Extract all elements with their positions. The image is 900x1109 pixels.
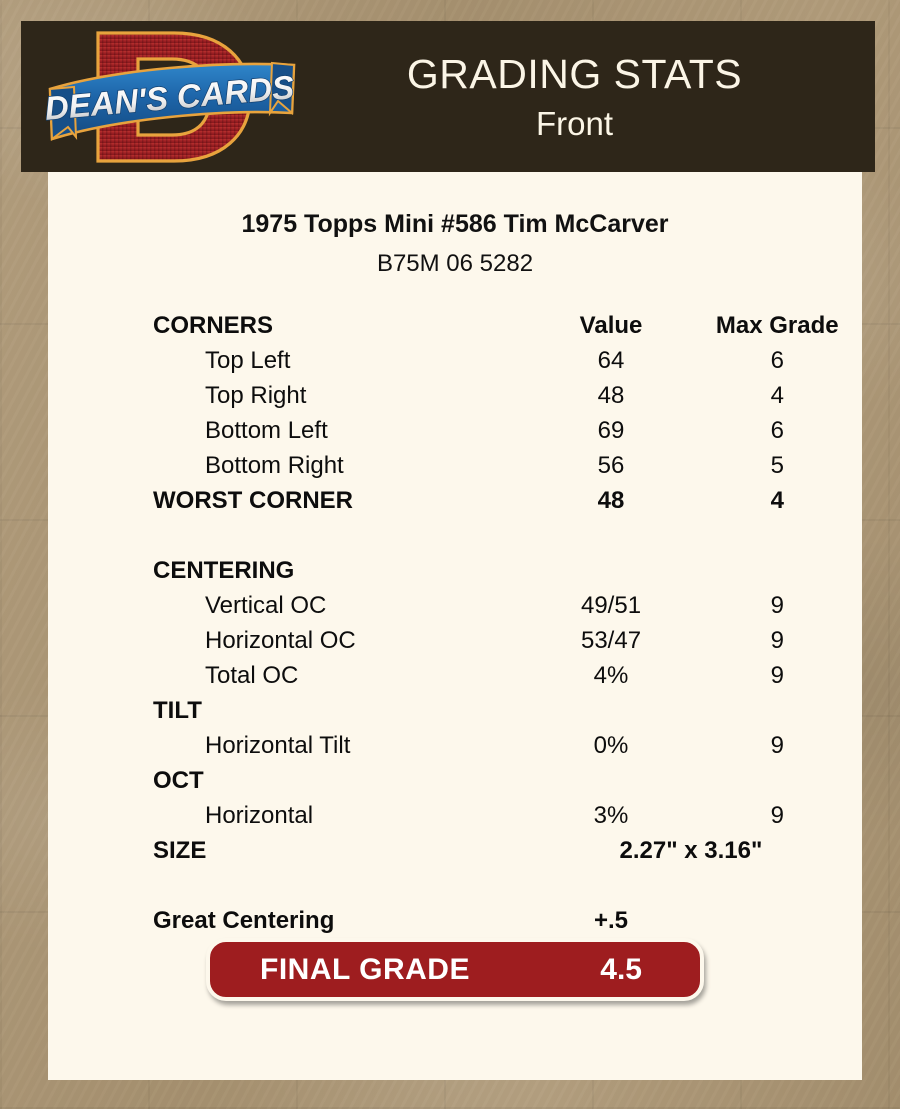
- header-bar: DEAN'S CARDS GRADING STATS Front: [21, 21, 875, 172]
- row-value-bottom-right: 56: [597, 451, 625, 479]
- row-grade-bottom-left: 6: [770, 416, 784, 444]
- report-panel: 1975 Topps Mini #586 Tim McCarver B75M 0…: [48, 172, 862, 1080]
- section-heading-centering: CENTERING: [153, 556, 295, 584]
- final-grade-value: 4.5: [600, 952, 642, 986]
- page-subtitle: Front: [535, 104, 614, 142]
- spacer-cell: [693, 553, 862, 588]
- row-label-total-oc: Total OC: [205, 661, 299, 689]
- table-row-bonus: Great Centering +.5: [48, 903, 862, 938]
- table-row-centering-header: CENTERING: [48, 553, 862, 588]
- table-row: Horizontal OC 53/47 9: [48, 623, 862, 658]
- row-grade-top-right: 4: [770, 381, 784, 409]
- row-value-horizontal-oc: 53/47: [580, 626, 642, 654]
- final-grade-label: FINAL GRADE: [260, 952, 470, 986]
- final-grade-container: FINAL GRADE 4.5: [48, 938, 862, 1001]
- row-grade-worst-corner: 4: [770, 486, 784, 514]
- row-label-bottom-left: Bottom Left: [205, 416, 328, 444]
- logo-ribbon: [48, 61, 296, 141]
- card-title: 1975 Topps Mini #586 Tim McCarver: [241, 210, 669, 238]
- row-label-bottom-right: Bottom Right: [205, 451, 344, 479]
- row-value-oct-horizontal: 3%: [593, 801, 629, 829]
- table-row: Bottom Right 56 5: [48, 448, 862, 483]
- final-grade-badge: FINAL GRADE 4.5: [206, 938, 704, 1001]
- page-title: GRADING STATS: [406, 50, 743, 97]
- row-grade-top-left: 6: [770, 346, 784, 374]
- row-value-top-left: 64: [597, 346, 625, 374]
- spacer-cell: [693, 693, 862, 728]
- row-label-oct-horizontal: Horizontal: [205, 801, 314, 829]
- spacer-cell: [693, 763, 862, 798]
- spacer-cell: [529, 693, 692, 728]
- row-value-worst-corner: 48: [597, 486, 625, 514]
- table-row: Total OC 4% 9: [48, 658, 862, 693]
- column-header-max-grade: Max Grade: [715, 311, 839, 339]
- section-heading-tilt: TILT: [153, 696, 202, 724]
- table-row-oct-header: OCT: [48, 763, 862, 798]
- table-row-size: SIZE 2.27" x 3.16": [48, 833, 862, 868]
- logo-svg: DEAN'S CARDS: [46, 30, 296, 163]
- card-serial: B75M 06 5282: [376, 250, 534, 277]
- row-label-horizontal-oc: Horizontal OC: [205, 626, 356, 654]
- row-label-size: SIZE: [153, 836, 207, 864]
- row-grade-oct-horizontal: 9: [770, 801, 784, 829]
- row-label-vertical-oc: Vertical OC: [205, 591, 327, 619]
- table-row-tilt-header: TILT: [48, 693, 862, 728]
- deans-cards-logo: DEAN'S CARDS: [46, 27, 304, 167]
- table-row: Top Left 64 6: [48, 343, 862, 378]
- row-label-horizontal-tilt: Horizontal Tilt: [205, 731, 351, 759]
- row-value-horizontal-tilt: 0%: [593, 731, 629, 759]
- row-label-worst-corner: WORST CORNER: [153, 486, 353, 514]
- row-grade-vertical-oc: 9: [770, 591, 784, 619]
- grading-stats-table: CORNERS Value Max Grade Top Left 64 6 To…: [48, 308, 862, 938]
- spacer-cell: [693, 903, 862, 938]
- table-row-corners-header: CORNERS Value Max Grade: [48, 308, 862, 343]
- table-row: Horizontal Tilt 0% 9: [48, 728, 862, 763]
- spacer-cell: [529, 763, 692, 798]
- section-heading-corners: CORNERS: [153, 311, 274, 339]
- row-value-size: 2.27" x 3.16": [619, 836, 763, 864]
- row-value-bottom-left: 69: [597, 416, 625, 444]
- table-row: Horizontal 3% 9: [48, 798, 862, 833]
- table-row: Vertical OC 49/51 9: [48, 588, 862, 623]
- row-grade-bottom-right: 5: [770, 451, 784, 479]
- row-value-total-oc: 4%: [593, 661, 629, 689]
- table-row: Bottom Left 69 6: [48, 413, 862, 448]
- header-titles: GRADING STATS Front: [304, 50, 875, 142]
- column-header-value: Value: [579, 311, 643, 339]
- row-value-vertical-oc: 49/51: [580, 591, 642, 619]
- section-heading-oct: OCT: [153, 766, 204, 794]
- row-value-great-centering: +.5: [594, 906, 629, 934]
- table-row-worst-corner: WORST CORNER 48 4: [48, 483, 862, 518]
- row-value-top-right: 48: [597, 381, 625, 409]
- spacer-cell: [529, 553, 692, 588]
- row-grade-total-oc: 9: [770, 661, 784, 689]
- section-gap: [48, 868, 862, 903]
- row-grade-horizontal-oc: 9: [770, 626, 784, 654]
- row-label-top-left: Top Left: [205, 346, 291, 374]
- section-gap: [48, 518, 862, 553]
- row-label-great-centering: Great Centering: [153, 906, 335, 934]
- row-grade-horizontal-tilt: 9: [770, 731, 784, 759]
- table-row: Top Right 48 4: [48, 378, 862, 413]
- row-label-top-right: Top Right: [205, 381, 307, 409]
